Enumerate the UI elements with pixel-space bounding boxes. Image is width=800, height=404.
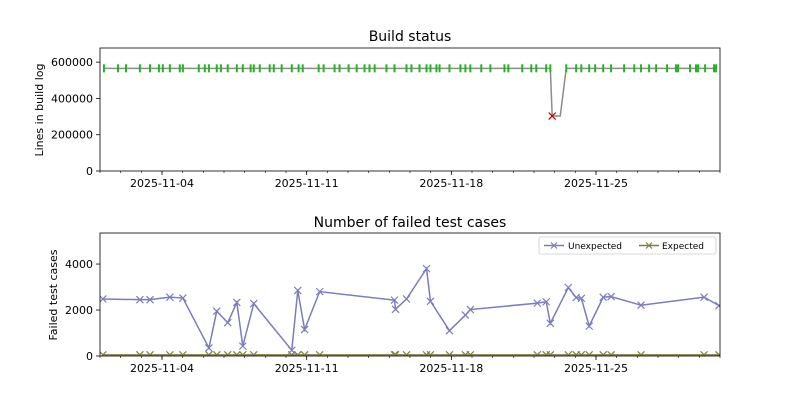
expected-point	[577, 350, 586, 356]
expected-point	[165, 350, 174, 356]
x-tick-label: 2025-11-04	[130, 362, 194, 375]
x-tick-label: 2025-11-25	[564, 362, 628, 375]
expected-point	[204, 350, 213, 356]
unexpected-point	[293, 286, 302, 295]
expected-point	[637, 350, 645, 356]
unexpected-point	[390, 296, 399, 305]
build-status-axes: Build status Lines in build log 2025-11-…	[33, 29, 721, 190]
unexpected-point	[466, 305, 475, 314]
legend-expected-label: Expected	[662, 242, 704, 252]
legend-box	[538, 236, 717, 255]
expected-point	[607, 350, 616, 356]
x-tick-label: 2025-11-18	[419, 177, 483, 190]
y-tick-label: 4000	[65, 258, 93, 271]
unexpected-point	[165, 293, 174, 302]
expected-point	[402, 350, 411, 356]
x-tick-label: 2025-11-11	[275, 177, 339, 190]
x-tick-label: 2025-11-18	[419, 362, 483, 375]
y-tick-label: 0	[86, 165, 93, 178]
unexpected-point	[564, 283, 573, 292]
failed-tests-axes: Number of failed test cases Failed test …	[47, 215, 721, 375]
unexpected-point	[249, 299, 258, 308]
unexpected-point	[637, 301, 645, 310]
unexpected-point	[700, 293, 709, 302]
unexpected-point	[146, 295, 154, 304]
unexpected-point	[542, 297, 551, 306]
unexpected-point	[607, 292, 616, 301]
expected-point	[293, 350, 302, 356]
y-tick-label: 600000	[51, 56, 93, 69]
y-tick-label: 200000	[51, 129, 93, 142]
y-tick-label: 0	[86, 350, 93, 363]
expected-point	[300, 350, 309, 356]
expected-point	[100, 350, 107, 356]
x-tick-label: 2025-11-25	[564, 177, 628, 190]
unexpected-point	[391, 305, 400, 314]
legend-unexpected-marker	[550, 242, 558, 249]
unexpected-point	[426, 297, 435, 306]
expected-point	[564, 350, 573, 356]
axes-frame	[99, 232, 721, 357]
expected-point	[238, 350, 247, 356]
unexpected-point	[100, 295, 107, 303]
expected-point	[533, 350, 542, 356]
expected-point	[249, 350, 258, 356]
expected-point	[585, 350, 594, 356]
expected-point	[212, 350, 221, 356]
unexpected-point	[533, 299, 542, 308]
expected-point	[232, 350, 241, 356]
x-tick-label: 2025-11-11	[275, 362, 339, 375]
unexpected-point	[300, 325, 309, 334]
expected-point	[391, 350, 400, 356]
axes-frame	[99, 47, 721, 172]
unexpected-point	[445, 326, 454, 335]
build-lines-line	[103, 67, 717, 117]
unexpected-point	[585, 322, 594, 331]
expected-point	[390, 350, 399, 356]
failed-tests-title: Number of failed test cases	[314, 215, 507, 231]
unexpected-point	[135, 295, 144, 304]
expected-point	[700, 350, 709, 356]
unexpected-point	[223, 318, 232, 327]
unexpected-point	[546, 319, 555, 328]
build-status-title: Build status	[369, 29, 452, 45]
expected-point	[599, 350, 608, 356]
unexpected-point	[402, 295, 411, 303]
expected-point	[178, 350, 187, 356]
y-tick-label: 400000	[51, 92, 93, 105]
unexpected-point	[577, 294, 586, 303]
build-status-ylabel: Lines in build log	[33, 64, 46, 157]
expected-point	[146, 350, 154, 356]
build-failed-marker	[548, 112, 557, 120]
expected-point	[546, 350, 555, 356]
expected-point	[223, 350, 232, 356]
legend-unexpected-label: Unexpected	[568, 242, 622, 252]
unexpected-point	[287, 346, 296, 355]
unexpected-point	[178, 294, 187, 302]
expected-point	[445, 350, 454, 356]
series-expected	[100, 350, 720, 356]
legend: Unexpected Expected	[538, 236, 717, 255]
unexpected-point	[232, 298, 241, 307]
x-tick-label: 2025-11-04	[130, 177, 194, 190]
unexpected-point	[422, 264, 431, 273]
unexpected-point	[599, 293, 608, 302]
unexpected-point	[238, 342, 247, 351]
unexpected-point	[212, 307, 221, 316]
series-unexpected	[100, 264, 720, 355]
unexpected-point	[715, 301, 720, 310]
expected-point	[715, 350, 720, 356]
expected-point	[315, 350, 324, 356]
unexpected-point	[204, 344, 213, 352]
legend-expected-marker	[645, 242, 653, 249]
unexpected-line	[102, 266, 720, 353]
expected-point	[135, 350, 144, 356]
expected-point	[466, 350, 475, 356]
unexpected-point	[315, 287, 324, 296]
y-tick-label: 2000	[65, 304, 93, 317]
failed-tests-ylabel: Failed test cases	[47, 249, 60, 340]
expected-point	[426, 350, 435, 356]
